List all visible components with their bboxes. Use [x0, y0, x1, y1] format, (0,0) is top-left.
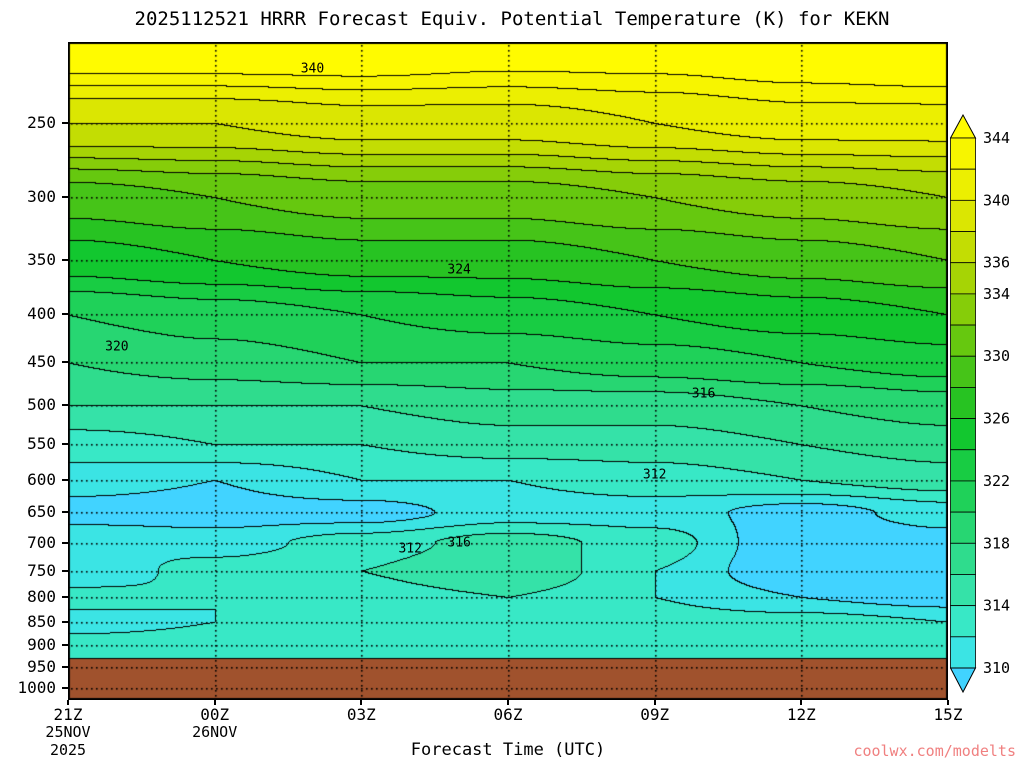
- x-tick-mark: [360, 700, 363, 705]
- x-tick-sublabel: 25NOV: [45, 723, 91, 741]
- x-tick-label: 00Z: [200, 705, 230, 724]
- y-tick-label: 550: [27, 434, 56, 454]
- x-tick-sublabel: 26NOV: [192, 723, 238, 741]
- colorbar: 344 340 336 334 330 326 322 318 314 310: [950, 114, 1010, 694]
- x-tick-label: 15Z: [933, 705, 963, 724]
- chart-title: 2025112521 HRRR Forecast Equiv. Potentia…: [134, 8, 890, 30]
- colorbar-tick-label: 318: [983, 534, 1010, 552]
- y-tick-mark: [62, 313, 68, 316]
- y-tick-label: 400: [27, 304, 56, 324]
- y-tick-label: 1000: [17, 677, 56, 697]
- y-tick-mark: [62, 478, 68, 481]
- y-tick-mark: [62, 361, 68, 364]
- y-tick-mark: [62, 121, 68, 124]
- y-tick-label: 250: [27, 112, 56, 132]
- contour-label: 320: [105, 339, 129, 355]
- colorbar-top-arrow: [950, 114, 977, 139]
- colorbar-segment: [950, 449, 976, 482]
- x-tick-mark: [800, 700, 803, 705]
- contour-label: 316: [691, 386, 716, 402]
- plot-area: 340 324 320 316 312 312 316: [68, 42, 948, 700]
- y-tick-mark: [62, 595, 68, 598]
- colorbar-segment: [950, 480, 976, 513]
- colorbar-tick-label: 326: [983, 410, 1010, 428]
- colorbar-segment: [950, 387, 976, 419]
- x-tick-label: 12Z: [786, 705, 816, 724]
- x-tick-mark: [947, 700, 949, 705]
- colorbar-segment: [950, 168, 976, 201]
- colorbar-segment: [950, 418, 976, 451]
- y-tick-label: 500: [27, 395, 56, 415]
- y-tick-mark: [62, 196, 68, 199]
- y-tick-mark: [62, 644, 68, 646]
- contour-label: 312: [642, 467, 667, 483]
- x-tick-label: 21Z: [53, 705, 83, 724]
- colorbar-segment: [950, 293, 976, 326]
- colorbar-segment: [950, 574, 976, 607]
- contour-label: 324: [447, 262, 471, 278]
- x-tick-mark: [213, 700, 216, 705]
- colorbar-segment: [950, 636, 976, 669]
- colorbar-segment: [950, 605, 976, 638]
- colorbar-tick-label: 330: [983, 347, 1010, 365]
- colorbar-tick-label: 334: [983, 285, 1010, 303]
- y-tick-label: 650: [27, 502, 56, 522]
- colorbar-segment: [950, 324, 976, 357]
- x-tick-label: 06Z: [493, 705, 523, 724]
- y-tick-label: 300: [27, 187, 56, 207]
- colorbar-tick-label: 322: [983, 472, 1010, 490]
- pressure-axis: 250 300 350 400 450 500 550 600 650 700 750 800 850 9…: [0, 0, 68, 768]
- x-tick-sublabel: 2025: [49, 741, 87, 759]
- contour-label: 312: [398, 541, 422, 557]
- colorbar-bottom-arrow: [950, 667, 977, 694]
- y-tick-label: 750: [27, 560, 56, 580]
- colorbar-segment: [950, 355, 976, 388]
- y-tick-mark: [62, 259, 68, 262]
- x-tick-mark: [507, 700, 509, 705]
- y-tick-mark: [62, 686, 68, 689]
- y-tick-label: 700: [27, 532, 56, 552]
- y-tick-mark: [62, 404, 68, 407]
- y-tick-mark: [62, 620, 68, 623]
- y-tick-label: 900: [27, 635, 56, 654]
- colorbar-segment: [950, 231, 976, 264]
- y-tick-label: 600: [27, 469, 56, 489]
- contour-label: 340: [300, 61, 325, 77]
- y-tick-mark: [62, 666, 68, 669]
- colorbar-tick-label: 314: [983, 597, 1010, 615]
- colorbar-tick-label: 340: [983, 191, 1010, 209]
- time-axis: 21Z 25NOV 2025 00Z 26NOV 03Z 06Z 09Z 12Z 15Z: [0, 700, 1024, 760]
- colorbar-segment: [950, 137, 976, 170]
- x-axis-title: Forecast Time (UTC): [410, 740, 606, 760]
- x-tick-mark: [653, 700, 656, 705]
- y-tick-label: 450: [27, 352, 56, 372]
- x-tick-label: 09Z: [640, 705, 670, 724]
- y-tick-label: 800: [27, 586, 56, 606]
- y-tick-mark: [62, 569, 68, 572]
- watermark: coolwx.com/modelts: [853, 742, 1016, 760]
- x-tick-mark: [67, 700, 69, 705]
- y-tick-mark: [62, 511, 68, 514]
- y-tick-label: 850: [27, 611, 56, 631]
- colorbar-tick-label: 310: [983, 659, 1010, 677]
- colorbar-segment: [950, 262, 976, 295]
- y-tick-mark: [62, 443, 68, 446]
- contour-label: 316: [447, 535, 471, 551]
- x-tick-label: 03Z: [346, 705, 376, 724]
- colorbar-segment: [950, 199, 976, 232]
- colorbar-segment: [950, 511, 976, 544]
- theta-e-contour-canvas: [68, 42, 948, 700]
- y-tick-mark: [62, 541, 68, 544]
- colorbar-tick-label: 344: [983, 129, 1010, 147]
- colorbar-tick-label: 336: [983, 254, 1010, 272]
- y-tick-label: 950: [27, 657, 56, 677]
- colorbar-segment: [950, 542, 976, 575]
- y-tick-label: 350: [27, 250, 56, 270]
